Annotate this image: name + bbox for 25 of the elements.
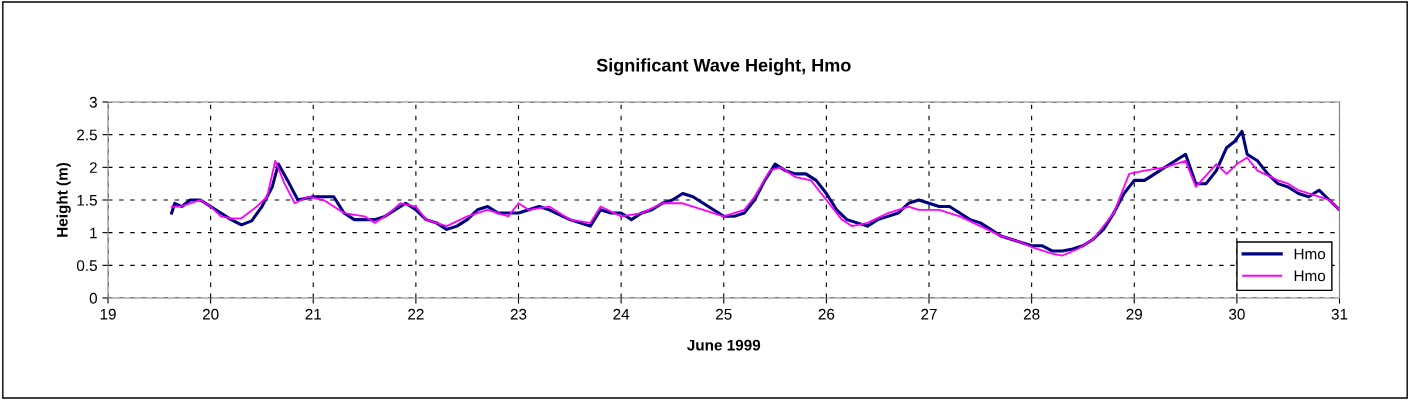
- x-tick-label: 31: [1331, 308, 1348, 320]
- y-tick-label: 0: [89, 292, 97, 304]
- x-tick-label: 20: [202, 308, 219, 320]
- x-axis-title: June 1999: [687, 339, 761, 351]
- x-tick-label: 24: [613, 308, 630, 320]
- x-tick-label: 30: [1228, 308, 1245, 320]
- y-tick-label: 1.5: [77, 195, 97, 206]
- x-tick-label: 25: [716, 308, 732, 320]
- legend-label: Hmo: [1294, 270, 1326, 282]
- y-tick-label: 2.5: [77, 129, 97, 141]
- x-tick-label: 23: [510, 308, 527, 320]
- x-tick-label: 28: [1023, 308, 1040, 320]
- x-tick-label: 26: [818, 308, 835, 320]
- x-tick-label: 29: [1126, 308, 1143, 320]
- y-tick-label: 0.5: [76, 260, 97, 272]
- legend-label: Hmo: [1294, 248, 1326, 260]
- chart-title: Significant Wave Height, Hmo: [596, 58, 851, 76]
- y-tick-label: 3: [89, 96, 97, 108]
- x-tick-label: 21: [305, 308, 322, 320]
- y-tick-label: 1: [90, 227, 97, 239]
- x-tick-label: 19: [100, 308, 116, 320]
- x-tick-label: 27: [921, 308, 937, 320]
- x-tick-label: 22: [408, 308, 424, 320]
- y-axis-title: Height (m): [56, 162, 71, 237]
- y-tick-label: 2: [89, 162, 97, 173]
